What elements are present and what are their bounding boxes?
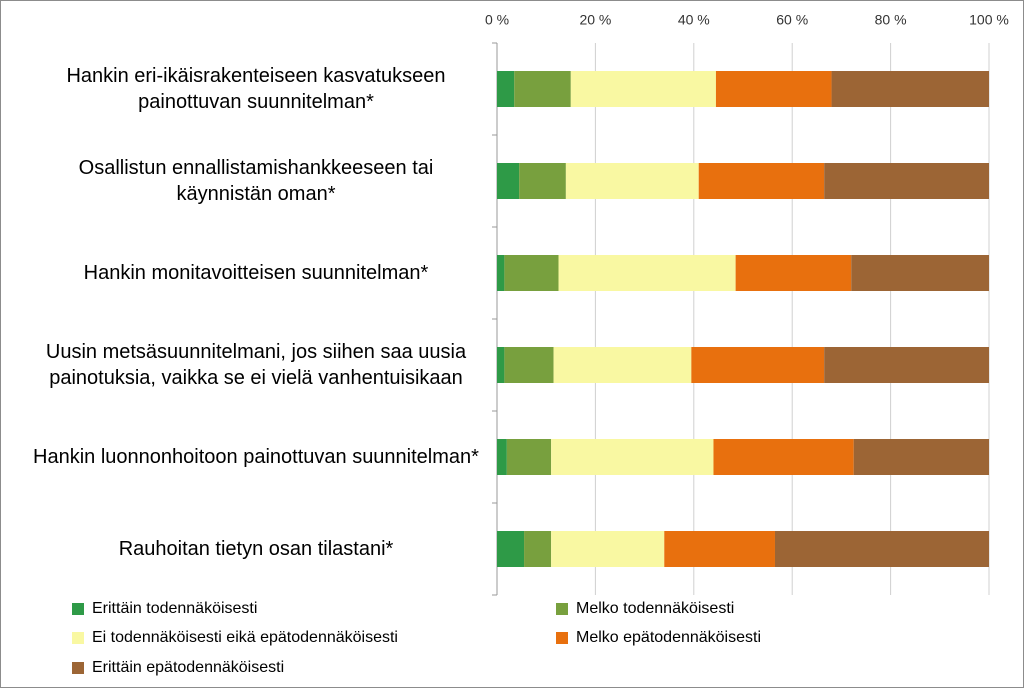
- category-label: Uusin metsäsuunnitelmani, jos siihen saa…: [45, 341, 467, 389]
- legend-label: Erittäin todennäköisesti: [92, 600, 258, 617]
- bar-segment: [551, 531, 665, 567]
- legend-item: Erittäin epätodennäköisesti: [72, 656, 284, 680]
- legend-swatch: [72, 662, 84, 674]
- bar-segment: [497, 71, 515, 107]
- bar-segment: [824, 163, 989, 199]
- bar-segment: [504, 347, 554, 383]
- category-label: Hankin eri-ikäisrakenteiseen kasvatuksee…: [66, 65, 446, 113]
- category-label: Hankin monitavoitteisen suunnitelman*: [83, 262, 429, 284]
- bar-segment: [664, 531, 775, 567]
- bar-segment: [570, 71, 716, 107]
- bar-segment: [691, 347, 825, 383]
- bar-segment: [514, 71, 571, 107]
- bar-segment: [497, 531, 525, 567]
- bar-segment: [524, 531, 552, 567]
- category-label: Rauhoitan tietyn osan tilastani*: [118, 538, 394, 560]
- x-tick-label: 60 %: [776, 12, 808, 28]
- legend-item: Erittäin todennäköisesti: [72, 597, 257, 621]
- x-tick-label: 80 %: [875, 12, 907, 28]
- bar-segment: [698, 163, 825, 199]
- x-tick-label: 0 %: [485, 12, 509, 28]
- bar-segment: [519, 163, 566, 199]
- bar-segment: [551, 439, 714, 475]
- bar-segment: [853, 439, 989, 475]
- legend-item: Melko todennäköisesti: [556, 597, 734, 621]
- x-tick-label: 40 %: [678, 12, 710, 28]
- bar-segment: [504, 255, 559, 291]
- x-tick-label: 20 %: [579, 12, 611, 28]
- legend-label: Melko epätodennäköisesti: [576, 629, 762, 646]
- bar-segment: [553, 347, 692, 383]
- bar-segment: [851, 255, 989, 291]
- legend-label: Ei todennäköisesti eikä epätodennäköises…: [92, 629, 398, 646]
- bar-segment: [497, 347, 505, 383]
- legend-item: Melko epätodennäköisesti: [556, 626, 761, 650]
- legend-swatch: [556, 603, 568, 615]
- category-label: Hankin luonnonhoitoon painottuvan suunni…: [33, 446, 479, 468]
- legend-label: Erittäin epätodennäköisesti: [92, 659, 285, 676]
- bar-segment: [497, 439, 507, 475]
- bar-segment: [774, 531, 989, 567]
- bar-segment: [558, 255, 736, 291]
- bar-segment: [831, 71, 989, 107]
- legend-swatch: [556, 632, 568, 644]
- legend-swatch: [72, 603, 84, 615]
- bar-segment: [715, 71, 832, 107]
- legend-item: Ei todennäköisesti eikä epätodennäköises…: [72, 626, 398, 650]
- bar-segment: [713, 439, 854, 475]
- bar-segment: [506, 439, 552, 475]
- legend-label: Melko todennäköisesti: [576, 600, 735, 617]
- x-tick-label: 100 %: [969, 12, 1009, 28]
- bar-segment: [497, 163, 520, 199]
- bar-segment: [565, 163, 699, 199]
- bar-segment: [735, 255, 852, 291]
- legend-swatch: [72, 632, 84, 644]
- category-label: Osallistun ennallistamishankkeeseen tai …: [78, 157, 434, 205]
- bar-segment: [824, 347, 989, 383]
- bar-segment: [497, 255, 505, 291]
